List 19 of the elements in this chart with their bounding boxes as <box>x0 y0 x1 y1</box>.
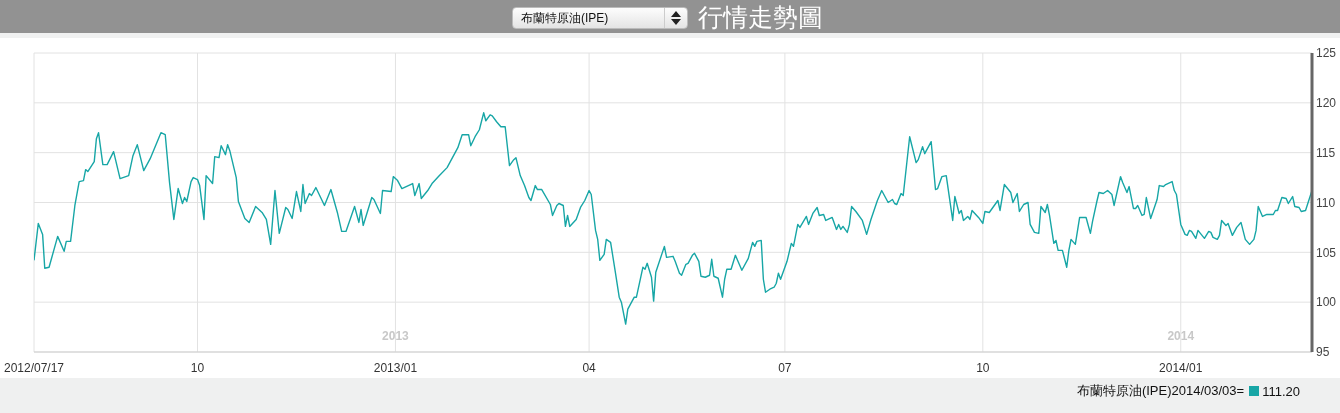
y-tick-label: 100 <box>1316 295 1337 310</box>
y-tick-label: 120 <box>1316 96 1337 111</box>
x-tick-label: 2014/01 <box>1159 361 1203 375</box>
y-tick-label: 115 <box>1316 145 1336 160</box>
x-tick-label: 10 <box>190 361 205 375</box>
x-tick-label: 10 <box>976 361 990 375</box>
text: 布蘭特原油(IPE)2014/03/03= <box>1076 382 1245 400</box>
y-tick-label: 95 <box>1316 345 1330 360</box>
y-tick-label: 105 <box>1316 245 1337 260</box>
line-series <box>34 112 1312 325</box>
chart-title: 行情走勢圖 <box>698 2 823 32</box>
x-tick-label: 2012/07/17 <box>3 361 65 375</box>
x-tick-label: 04 <box>582 361 597 375</box>
text: 111.20 <box>1262 383 1300 399</box>
y-tick-label: 110 <box>1316 195 1336 210</box>
x-tick-label: 07 <box>778 361 792 375</box>
chart-subtitle: 布蘭特原油(IPE) <box>520 9 610 27</box>
x-tick-label: 2013/01 <box>373 361 418 375</box>
y-tick-label: 125 <box>1316 46 1337 61</box>
